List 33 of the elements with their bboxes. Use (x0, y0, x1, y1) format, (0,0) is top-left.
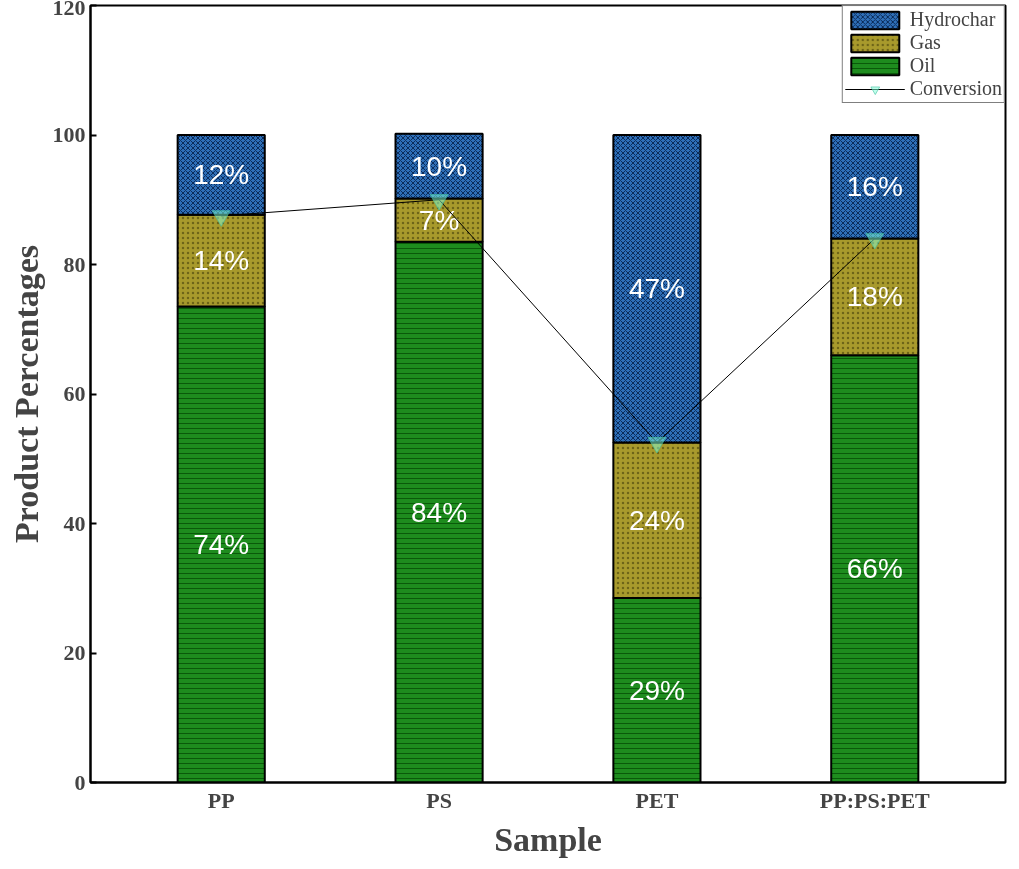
legend-label: Oil (909, 54, 936, 77)
y-tick-label: 100 (52, 122, 86, 147)
data-label: 12% (193, 159, 250, 191)
legend-label: Hydrochar (909, 8, 996, 31)
x-tick-label: PP:PS:PET (819, 787, 931, 813)
data-label: 84% (411, 496, 468, 528)
point (647, 436, 667, 454)
legend-label: Conversion (909, 77, 1002, 100)
data-label: 29% (628, 674, 685, 706)
x-tick-label: PP (207, 787, 235, 813)
data-label: 18% (846, 281, 903, 313)
data-label: 47% (628, 273, 685, 305)
y-tick-label: 60 (63, 381, 86, 406)
x-axis-title: Sample (494, 820, 602, 858)
x-tick-label: PET (635, 787, 679, 813)
y-axis-title: Product Percentages (7, 244, 45, 544)
point (211, 210, 231, 227)
point (429, 194, 449, 211)
y-tick-label: 80 (63, 251, 86, 277)
point (865, 232, 885, 250)
data-label: 74% (193, 529, 250, 561)
data-label: 14% (193, 245, 250, 277)
data-label: 66% (846, 553, 903, 585)
y-tick-label: 120 (52, 0, 86, 20)
x-tick-label: PS (426, 787, 452, 813)
data-label: 10% (411, 150, 468, 182)
data-label: 16% (846, 171, 903, 203)
legend-label: Gas (909, 31, 941, 54)
y-tick-label: 0 (74, 769, 86, 795)
data-label: 7% (418, 204, 460, 236)
data-label: 24% (628, 504, 685, 536)
y-tick-label: 40 (63, 510, 86, 536)
y-tick-label: 20 (63, 640, 86, 665)
